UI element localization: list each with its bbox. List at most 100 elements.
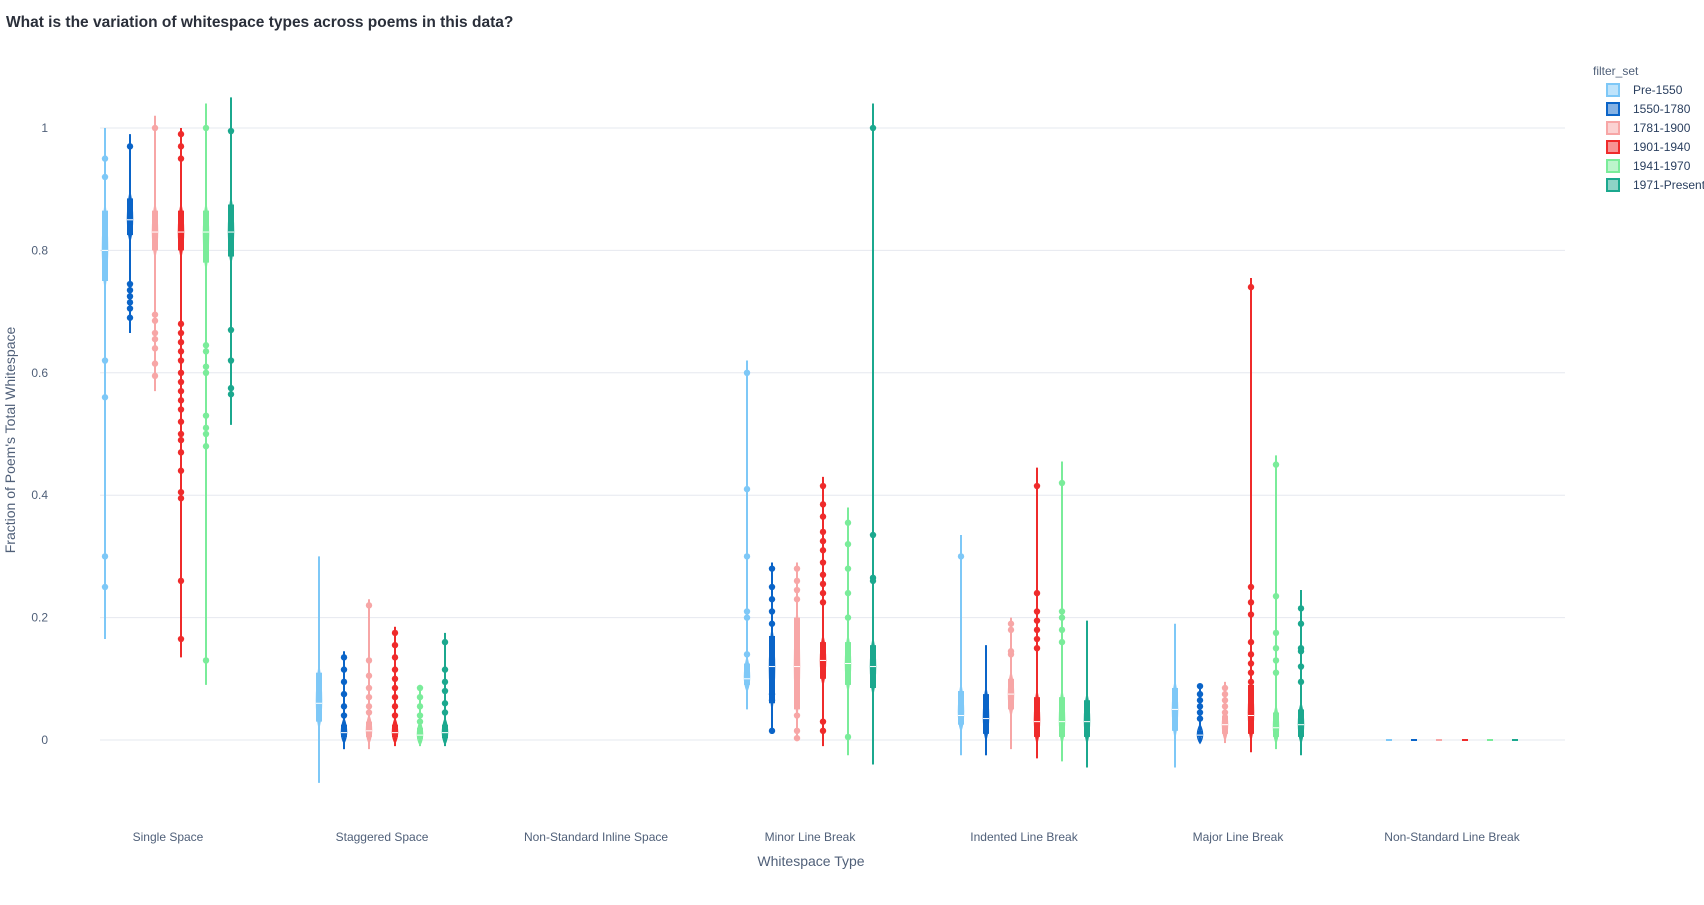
violin-point	[1297, 620, 1305, 627]
x-tick-label: Minor Line Break	[765, 830, 857, 844]
violin-point	[1196, 682, 1204, 690]
violin-point	[869, 124, 877, 132]
violin-iqr-box	[1059, 697, 1065, 737]
violin-point	[151, 311, 159, 318]
violin-point	[1196, 709, 1204, 716]
violin-point	[1221, 709, 1229, 716]
violin-point	[177, 155, 185, 162]
x-tick-label: Indented Line Break	[970, 830, 1078, 844]
legend-swatch[interactable]	[1606, 102, 1620, 116]
violin-point	[340, 690, 348, 698]
violin-iqr-box	[1084, 700, 1090, 737]
violin-iqr-box	[1248, 684, 1254, 734]
violin-iqr-box	[417, 727, 423, 739]
violin-point	[126, 314, 134, 321]
violin-point	[1221, 684, 1229, 692]
legend-item-label[interactable]: 1941-1970	[1633, 159, 1691, 173]
violin-point	[151, 372, 159, 380]
violin-point	[202, 363, 210, 370]
violin-point	[177, 348, 185, 355]
violin-point	[365, 684, 373, 692]
violin-point	[101, 357, 109, 364]
violin-iqr-box	[316, 672, 322, 722]
violin-point	[1247, 583, 1255, 591]
violin-point	[126, 143, 134, 150]
violin-point	[391, 629, 399, 637]
violin-point	[177, 357, 185, 364]
violin-point	[101, 394, 109, 401]
violin-iqr-box	[127, 198, 133, 236]
violin-point	[340, 678, 348, 686]
violin-iqr-box	[794, 617, 800, 710]
violin-point	[1058, 608, 1066, 615]
violin-point	[844, 519, 852, 526]
legend-title: filter_set	[1593, 64, 1639, 78]
legend-swatch[interactable]	[1606, 159, 1620, 173]
y-tick-label: 0.2	[31, 611, 48, 625]
violin-iqr-box	[366, 721, 372, 737]
legend-item-label[interactable]: 1550-1780	[1633, 102, 1691, 116]
violin-point	[819, 571, 827, 578]
violin-point	[391, 684, 399, 692]
violin-point	[177, 378, 185, 386]
legend-item-label[interactable]: 1901-1940	[1633, 140, 1691, 154]
violin-point	[391, 666, 399, 673]
violin-point	[340, 654, 348, 661]
violin-point	[957, 553, 965, 560]
violin-point	[177, 467, 185, 474]
legend-swatch[interactable]	[1606, 140, 1620, 154]
violin-point	[1272, 657, 1280, 664]
violin-point	[177, 488, 185, 496]
violin-iqr-box	[983, 694, 989, 734]
violin-point	[1297, 678, 1305, 686]
violin-point	[819, 547, 827, 554]
violin-point	[177, 329, 185, 337]
chart-title: What is the variation of whitespace type…	[6, 14, 514, 31]
violin-point	[1196, 703, 1204, 710]
violin-point	[391, 693, 399, 701]
legend-swatch[interactable]	[1606, 83, 1620, 97]
violin-point	[768, 596, 776, 603]
violin-point	[416, 712, 424, 719]
violin-point	[768, 583, 776, 591]
violin-point	[202, 657, 210, 664]
violin-iqr-box	[1273, 712, 1279, 737]
violin-point	[416, 684, 424, 692]
violin-point	[177, 143, 185, 150]
violin-point	[844, 565, 852, 572]
violin-point	[1007, 620, 1015, 627]
x-axis-title: Whitespace Type	[757, 853, 864, 869]
violin-point	[1272, 461, 1280, 468]
violin-point	[126, 286, 134, 294]
violin-point	[340, 703, 348, 710]
violin-point	[1297, 605, 1305, 612]
legend-item-label[interactable]: Pre-1550	[1633, 83, 1683, 97]
legend-item-label[interactable]: 1781-1900	[1633, 121, 1691, 135]
violin-point	[1247, 611, 1255, 618]
violin-point	[202, 369, 210, 376]
violin-point	[202, 412, 210, 419]
legend-swatch[interactable]	[1606, 121, 1620, 135]
violin-point	[177, 577, 185, 585]
legend-swatch[interactable]	[1606, 178, 1620, 192]
violin-point	[1221, 697, 1229, 704]
y-tick-label: 0.8	[31, 243, 48, 257]
violin-point	[340, 666, 348, 673]
violin-point	[177, 369, 185, 376]
violin-point	[1247, 599, 1255, 606]
violin-iqr-box	[1298, 709, 1304, 737]
violin-point	[416, 718, 424, 725]
violin-point	[1033, 608, 1041, 615]
violin-point	[416, 703, 424, 710]
violin-point	[177, 397, 185, 404]
violin-point	[1247, 669, 1255, 676]
violin-point	[151, 360, 159, 367]
violin-point	[1058, 638, 1066, 646]
violin-point	[202, 342, 210, 349]
legend-item-label[interactable]: 1971-Present	[1633, 178, 1704, 192]
violin-point	[1247, 660, 1255, 667]
violin-iqr-box	[392, 724, 398, 737]
violin-point	[793, 586, 801, 594]
